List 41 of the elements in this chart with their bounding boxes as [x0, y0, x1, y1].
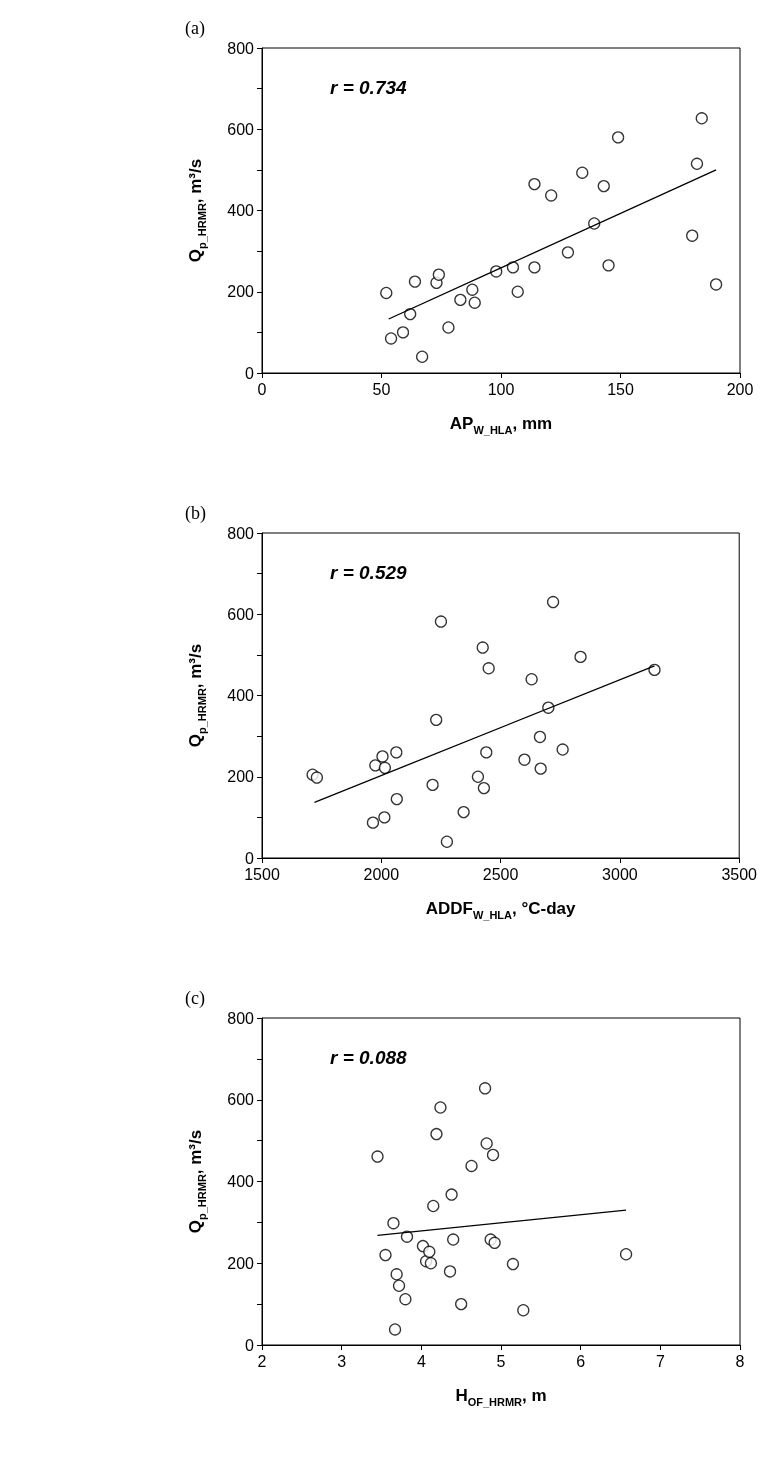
chart-title: (c) [185, 988, 205, 1009]
x-tick-label: 200 [726, 380, 754, 398]
x-tick-label: 8 [735, 1352, 745, 1370]
chart-title: (a) [185, 18, 205, 39]
y-tick-label: 400 [227, 687, 255, 704]
annotation: r = 0.088 [330, 1047, 408, 1068]
y-tick-label: 0 [245, 364, 255, 382]
x-tick-label: 3500 [721, 865, 758, 883]
x-tick-label: 6 [576, 1352, 586, 1370]
y-tick-label: 600 [227, 605, 255, 623]
y-tick-label: 600 [227, 120, 255, 138]
y-axis-title: Qp_HRMR, m³/s [185, 158, 208, 263]
y-tick-label: 800 [227, 1009, 255, 1027]
y-tick-label: 400 [227, 1173, 255, 1190]
x-tick-label: 7 [655, 1352, 665, 1370]
chart-title: (b) [185, 503, 206, 524]
y-axis-title: Qp_HRMR, m³/s [185, 1129, 208, 1234]
x-tick-label: 1500 [244, 865, 280, 883]
y-tick-label: 400 [227, 202, 255, 219]
y-tick-label: 200 [227, 1254, 255, 1272]
x-tick-label: 150 [607, 380, 634, 398]
x-tick-label: 0 [257, 380, 267, 398]
x-tick-label: 4 [416, 1352, 426, 1370]
x-tick-label: 2500 [482, 865, 519, 883]
y-axis-title: Qp_HRMR, m³/s [185, 643, 208, 748]
y-tick-label: 200 [227, 768, 255, 786]
x-tick-label: 5 [496, 1352, 506, 1370]
x-tick-label: 50 [372, 380, 391, 398]
x-tick-label: 2000 [363, 865, 400, 883]
y-tick-label: 600 [227, 1091, 255, 1109]
x-tick-label: 3 [337, 1352, 347, 1370]
x-tick-label: 2 [257, 1352, 267, 1370]
y-tick-label: 800 [227, 524, 255, 542]
annotation: r = 0.734 [330, 77, 408, 98]
annotation: r = 0.529 [330, 562, 408, 583]
y-tick-label: 800 [227, 39, 255, 57]
y-tick-label: 0 [245, 1336, 255, 1354]
y-tick-label: 200 [227, 283, 255, 301]
y-tick-label: 0 [245, 849, 255, 867]
x-tick-label: 3000 [602, 865, 638, 883]
x-tick-label: 100 [487, 380, 515, 398]
